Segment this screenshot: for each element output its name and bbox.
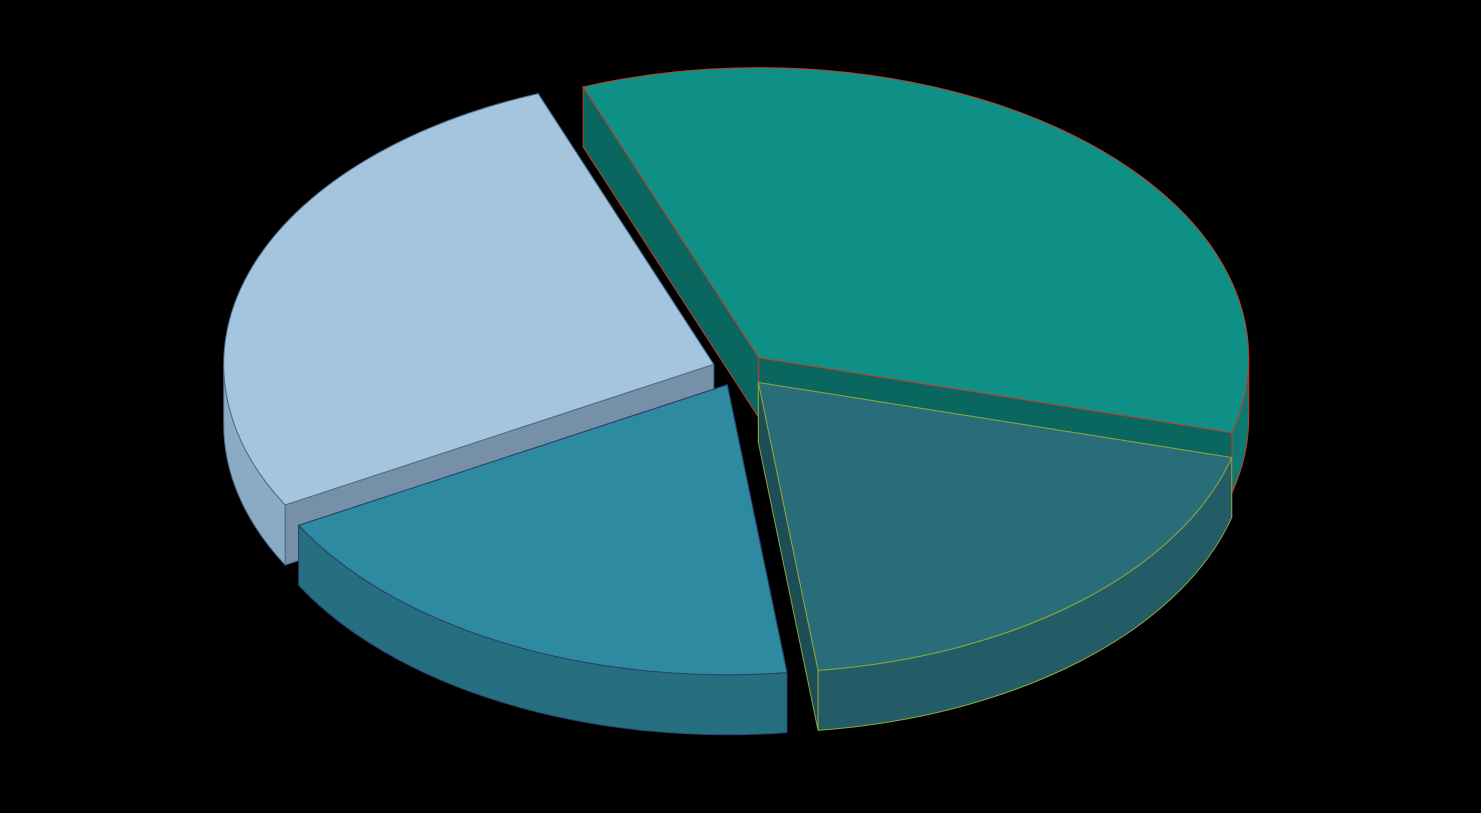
pie-chart-3d — [0, 0, 1481, 813]
